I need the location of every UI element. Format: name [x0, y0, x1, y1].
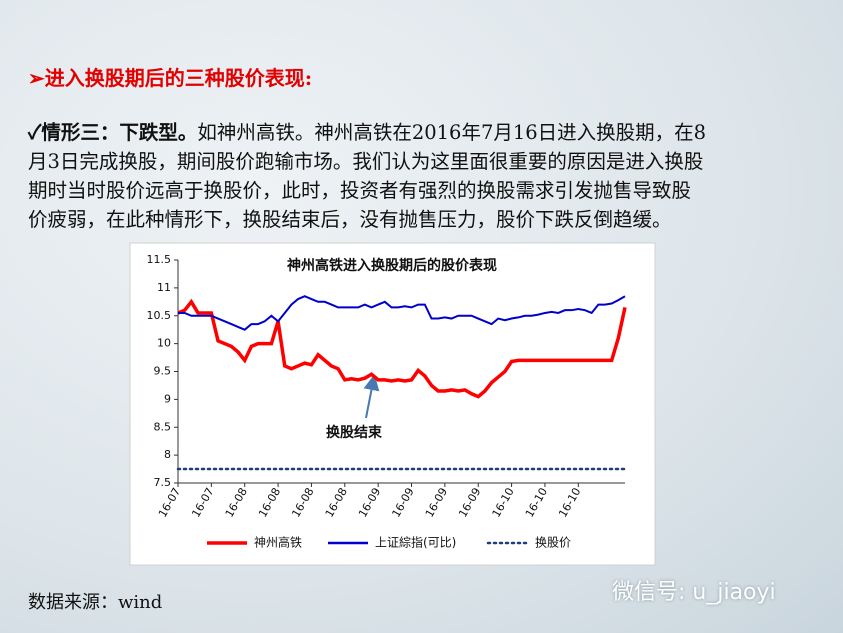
y-tick-label: 11	[157, 281, 171, 294]
paragraph: ✓情形三：下跌型。如神州高铁。神州高铁在2016年7月16日进入换股期，在8 月…	[28, 118, 706, 234]
y-tick-label: 9.5	[154, 365, 172, 378]
y-tick-label: 7.5	[154, 476, 172, 489]
y-tick-label: 10	[157, 337, 171, 350]
para-line: 月3日完成换股，期间股价跑输市场。我们认为这里面很重要的原因是进入换股	[28, 150, 704, 173]
y-tick-label: 8.5	[154, 420, 172, 433]
y-tick-label: 9	[164, 392, 171, 405]
series-line	[177, 298, 627, 399]
para-line: ✓情形三：下跌型。如神州高铁。神州高铁在2016年7月16日进入换股期，在8	[28, 118, 706, 147]
chart-title: 神州高铁进入换股期后的股价表现	[287, 257, 497, 274]
header: ➢进入换股期后的三种股价表现:	[28, 66, 313, 90]
chart-frame	[129, 242, 656, 566]
para-line: 期时当时股价远高于换股价，此时，投资者有强烈的换股需求引发抛售导致股	[28, 179, 692, 202]
legend-label: 神州高铁	[254, 535, 302, 550]
para-text: 如神州高铁。神州高铁在2016年7月16日进入换股期，在8	[197, 121, 707, 144]
para-line: 价疲弱，在此种情形下，换股结束后，没有抛售压力，股价下跌反倒趋缓。	[28, 208, 672, 231]
para-lead: ✓情形三：下跌型。	[28, 121, 198, 144]
y-tick-label: 10.5	[147, 309, 172, 322]
annotation: 换股结束	[326, 424, 383, 441]
y-tick-label: 11.5	[147, 253, 172, 266]
annotation-arrow	[363, 374, 380, 419]
watermark: 微信号: u_jiaoyi	[612, 580, 776, 605]
legend-label: 换股价	[535, 536, 571, 550]
series-line	[178, 295, 626, 331]
legend-label: 上证綜指(可比)	[375, 535, 456, 550]
y-tick-label: 8	[164, 448, 171, 461]
source: 数据来源：wind	[28, 592, 163, 613]
